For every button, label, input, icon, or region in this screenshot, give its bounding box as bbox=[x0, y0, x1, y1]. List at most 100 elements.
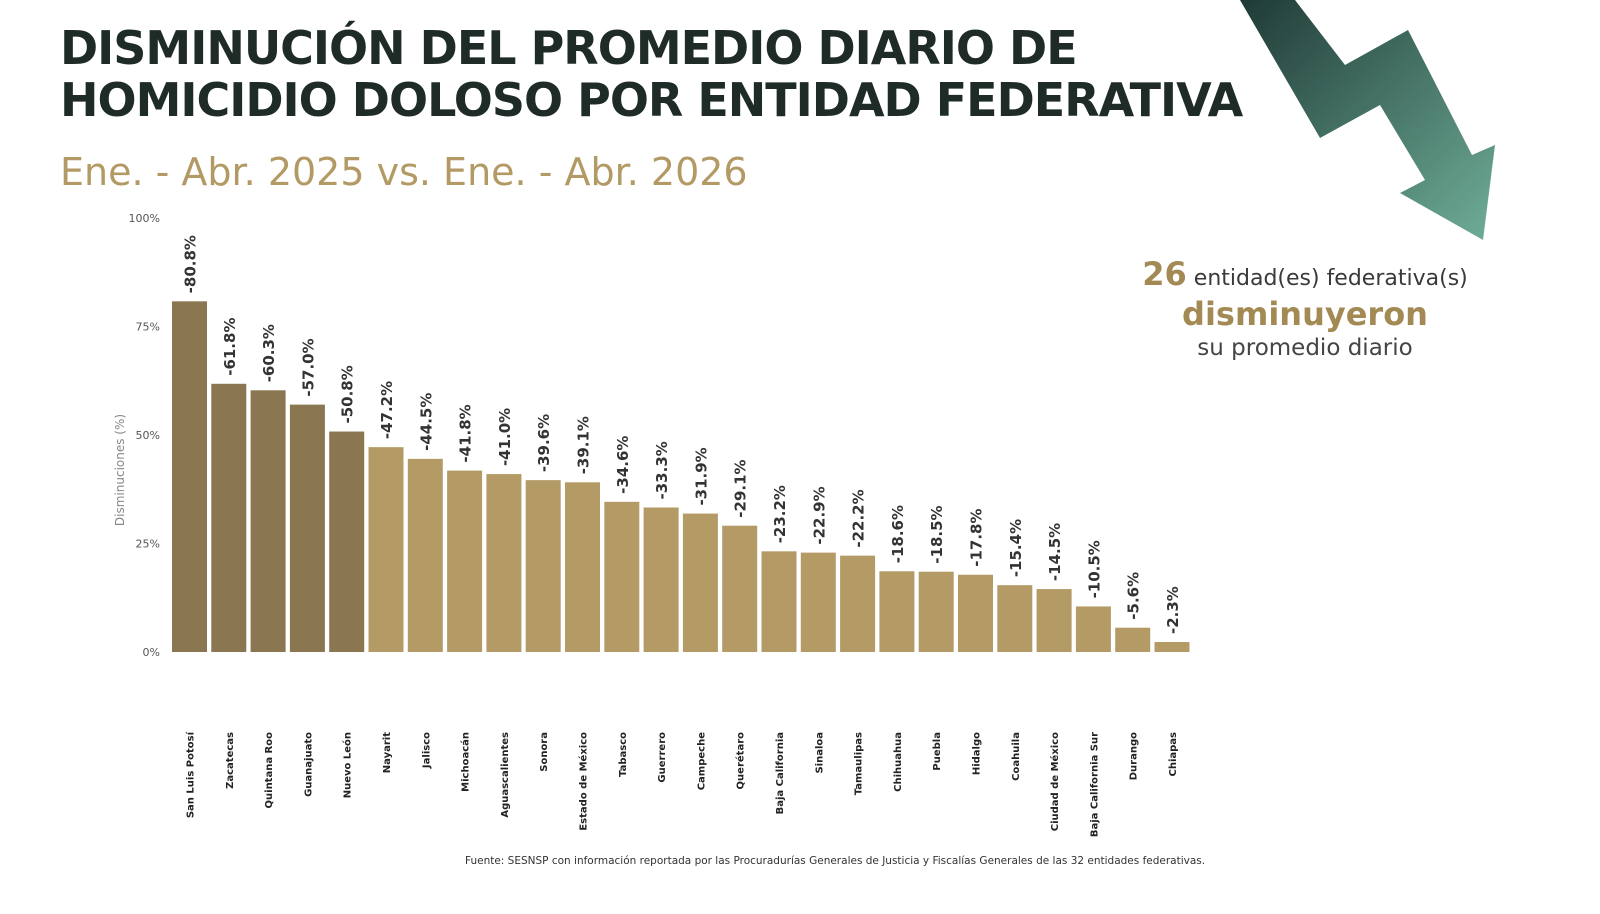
bar-value-label: -22.2% bbox=[850, 489, 868, 547]
bar bbox=[211, 383, 247, 652]
bar-value-label: -41.0% bbox=[496, 408, 514, 466]
y-axis: 0% 25% 50% 75% 100% bbox=[129, 212, 160, 659]
summary-callout: 26 entidad(es) federativa(s) disminuyero… bbox=[1115, 255, 1495, 361]
bar bbox=[565, 482, 600, 652]
bar bbox=[879, 571, 915, 652]
bar-value-label: -50.8% bbox=[339, 365, 357, 423]
bar-value-label: -39.6% bbox=[535, 414, 553, 472]
page-subtitle: Ene. - Abr. 2025 vs. Ene. - Abr. 2026 bbox=[60, 150, 748, 194]
y-tick-label: 75% bbox=[136, 321, 160, 334]
x-tick-label: Coahuila bbox=[1011, 732, 1022, 781]
bar-value-label: -44.5% bbox=[417, 393, 435, 451]
bar bbox=[486, 474, 522, 652]
bar bbox=[761, 551, 797, 652]
bars-group bbox=[172, 301, 1190, 652]
x-tick-label: Guerrero bbox=[657, 732, 668, 783]
bar bbox=[368, 447, 404, 652]
bar-value-label: -23.2% bbox=[771, 485, 789, 543]
bar bbox=[1154, 642, 1190, 652]
x-tick-label: Durango bbox=[1129, 732, 1140, 780]
x-tick-label: Tamaulipas bbox=[854, 732, 865, 795]
bar-value-label: -39.1% bbox=[575, 416, 593, 474]
bar-value-label: -15.4% bbox=[1007, 519, 1025, 577]
x-tick-label: Nayarit bbox=[382, 732, 393, 773]
callout-count-line: 26 entidad(es) federativa(s) bbox=[1115, 255, 1495, 293]
x-tick-label: Baja California bbox=[775, 732, 786, 814]
bar-value-label: -5.6% bbox=[1125, 572, 1143, 620]
bar-value-label: -41.8% bbox=[457, 404, 475, 462]
bar-value-label: -18.6% bbox=[889, 505, 907, 563]
callout-count: 26 bbox=[1142, 255, 1187, 293]
page-title: DISMINUCIÓN DEL PROMEDIO DIARIO DE HOMIC… bbox=[60, 21, 1243, 127]
bar bbox=[525, 480, 561, 652]
x-tick-label: Nuevo León bbox=[342, 732, 354, 798]
y-tick-label: 50% bbox=[136, 429, 160, 442]
x-tick-label: Sinaloa bbox=[814, 732, 825, 774]
bar-value-label: -57.0% bbox=[299, 338, 317, 396]
bar-value-label: -17.8% bbox=[968, 508, 986, 566]
callout-count-suffix: entidad(es) federativa(s) bbox=[1193, 266, 1468, 291]
bar bbox=[1075, 606, 1111, 652]
bar bbox=[722, 525, 758, 652]
x-tick-label: Chiapas bbox=[1168, 732, 1179, 777]
x-tick-label: Puebla bbox=[932, 732, 943, 771]
bar bbox=[643, 507, 679, 652]
x-tick-label: Chihuahua bbox=[893, 732, 904, 792]
bar bbox=[407, 458, 443, 652]
x-tick-label: Guanajuato bbox=[303, 732, 314, 797]
y-tick-label: 25% bbox=[136, 538, 160, 551]
bar bbox=[958, 574, 993, 652]
bar-value-label: -18.5% bbox=[928, 505, 946, 563]
x-tick-label: Querétaro bbox=[735, 732, 747, 790]
title-line-2: HOMICIDIO DOLOSO POR ENTIDAD FEDERATIVA bbox=[60, 73, 1243, 127]
x-axis-labels-group: San Luis Potosí Zacatecas Quintana Roo Guan… bbox=[185, 731, 1180, 837]
x-tick-label: San Luis Potosí bbox=[185, 731, 197, 818]
bar-value-label: -47.2% bbox=[378, 381, 396, 439]
x-tick-label: Campeche bbox=[696, 732, 707, 790]
bar-value-label: -33.3% bbox=[653, 441, 671, 499]
bar bbox=[1115, 627, 1151, 652]
bar bbox=[447, 470, 483, 652]
bar bbox=[918, 571, 954, 652]
y-tick-label: 100% bbox=[129, 212, 160, 225]
x-tick-label: Quintana Roo bbox=[264, 732, 275, 809]
bar-value-label: -61.8% bbox=[221, 318, 239, 376]
callout-tail: su promedio diario bbox=[1197, 335, 1413, 361]
x-tick-label: Michoacán bbox=[460, 732, 472, 792]
y-tick-label: 0% bbox=[143, 646, 160, 659]
source-note: Fuente: SESNSP con información reportada… bbox=[465, 855, 1206, 867]
x-tick-label: Sonora bbox=[539, 732, 550, 772]
x-tick-label: Aguascalientes bbox=[500, 732, 511, 818]
value-labels-group: -80.8% -61.8% -60.3% -57.0% -50.8% -47.2% -44.… bbox=[182, 235, 1183, 634]
title-line-1: DISMINUCIÓN DEL PROMEDIO DIARIO DE bbox=[60, 21, 1078, 75]
bar bbox=[604, 501, 640, 652]
bar bbox=[289, 404, 325, 652]
downward-trend-arrow-icon bbox=[1240, 0, 1495, 240]
callout-emphasis: disminuyeron bbox=[1182, 295, 1428, 333]
bar-value-label: -2.3% bbox=[1164, 586, 1182, 634]
x-tick-label: Zacatecas bbox=[225, 732, 236, 789]
bar bbox=[840, 555, 876, 652]
bar-value-label: -60.3% bbox=[260, 324, 278, 382]
bar-value-label: -34.6% bbox=[614, 436, 632, 494]
bar-value-label: -80.8% bbox=[182, 235, 200, 293]
x-tick-label: Hidalgo bbox=[972, 732, 983, 775]
bar bbox=[329, 431, 365, 652]
x-tick-label: Baja California Sur bbox=[1089, 732, 1100, 837]
x-tick-label: Estado de México bbox=[578, 732, 590, 831]
bar-value-label: -22.9% bbox=[810, 486, 828, 544]
bar bbox=[1036, 589, 1072, 652]
bar-value-label: -31.9% bbox=[692, 447, 710, 505]
bar-value-label: -29.1% bbox=[732, 459, 750, 517]
x-tick-label: Tabasco bbox=[618, 732, 629, 777]
x-tick-label: Jalisco bbox=[421, 732, 432, 769]
bar bbox=[250, 390, 286, 652]
bar bbox=[997, 585, 1033, 652]
bar-value-label: -14.5% bbox=[1046, 523, 1064, 581]
bar-value-label: -10.5% bbox=[1085, 540, 1103, 598]
bar bbox=[172, 301, 207, 652]
bar bbox=[682, 513, 718, 652]
x-tick-label: Ciudad de México bbox=[1049, 732, 1061, 831]
y-axis-label: Disminuciones (%) bbox=[113, 414, 127, 526]
